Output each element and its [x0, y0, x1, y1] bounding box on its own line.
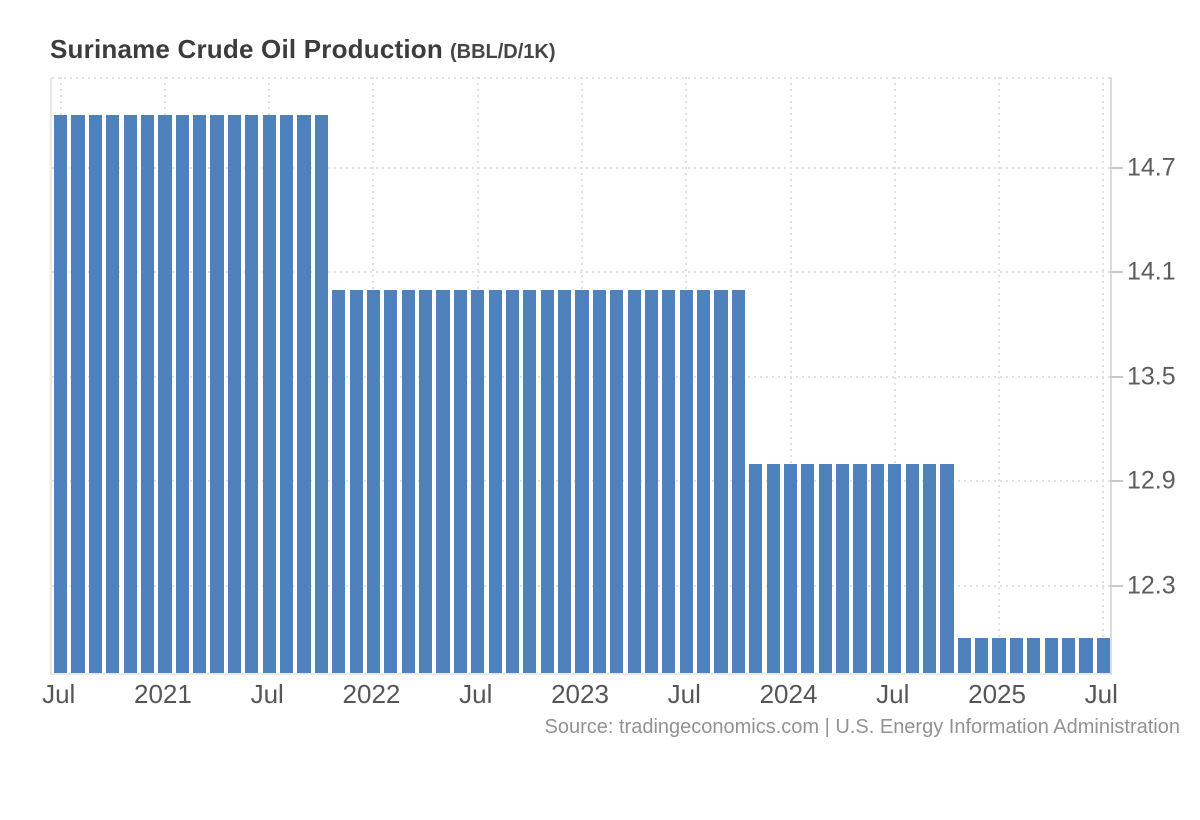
y-axis-label: 14.7	[1127, 153, 1176, 182]
bar[interactable]	[436, 289, 450, 673]
x-axis-label: 2024	[759, 679, 818, 709]
bar[interactable]	[280, 115, 294, 673]
gridline-vertical	[998, 77, 1001, 673]
bar[interactable]	[158, 115, 172, 673]
bar[interactable]	[870, 463, 884, 673]
bar[interactable]	[783, 463, 798, 673]
bar[interactable]	[558, 289, 572, 673]
bar[interactable]	[193, 115, 207, 673]
bar[interactable]	[697, 289, 711, 673]
bar[interactable]	[262, 115, 276, 673]
bar[interactable]	[1009, 638, 1023, 673]
bar[interactable]	[1061, 638, 1076, 673]
bar[interactable]	[349, 289, 363, 673]
bar[interactable]	[401, 289, 415, 673]
gridline-vertical	[789, 77, 792, 673]
y-axis-tick	[1110, 271, 1123, 274]
bar[interactable]	[1044, 638, 1058, 673]
bar[interactable]	[644, 289, 659, 673]
bar[interactable]	[366, 289, 381, 673]
bar[interactable]	[88, 115, 103, 673]
bar[interactable]	[592, 289, 606, 673]
bar[interactable]	[332, 289, 346, 673]
y-axis-tick	[1110, 375, 1123, 378]
gridline-vertical	[893, 77, 896, 673]
bar[interactable]	[714, 289, 728, 673]
bar[interactable]	[679, 289, 693, 673]
bar[interactable]	[818, 463, 832, 673]
bar[interactable]	[471, 289, 485, 673]
x-axis-label: 2022	[342, 679, 401, 709]
bar[interactable]	[1079, 638, 1093, 673]
x-axis-label: Jul	[667, 679, 701, 709]
bar[interactable]	[940, 463, 954, 673]
bar[interactable]	[106, 115, 120, 673]
gridline-vertical	[1102, 77, 1105, 673]
bar[interactable]	[1027, 638, 1041, 673]
bar[interactable]	[227, 115, 242, 673]
bar[interactable]	[627, 289, 641, 673]
chart-title: Suriname Crude Oil Production (BBL/D/1K)	[50, 34, 556, 65]
bar[interactable]	[888, 463, 902, 673]
bar[interactable]	[836, 463, 850, 673]
x-axis-label: 2025	[968, 679, 1026, 709]
x-axis-label: 2021	[134, 679, 192, 709]
bar[interactable]	[54, 115, 68, 673]
x-axis-label: Jul	[459, 679, 493, 709]
y-axis-label: 13.5	[1127, 362, 1176, 391]
source-attribution: Source: tradingeconomics.com | U.S. Ener…	[544, 716, 1180, 738]
bar[interactable]	[245, 115, 259, 673]
y-axis-tick	[1110, 584, 1123, 587]
bar[interactable]	[853, 463, 867, 673]
chart-title-unit: (BBL/D/1K)	[449, 41, 556, 63]
bar[interactable]	[140, 115, 155, 673]
y-axis-label: 12.3	[1127, 571, 1176, 600]
y-axis-label: 12.9	[1127, 466, 1176, 495]
bar[interactable]	[419, 289, 433, 673]
plot-area	[50, 77, 1112, 675]
bar[interactable]	[731, 289, 745, 673]
bar[interactable]	[992, 638, 1006, 673]
bar[interactable]	[922, 463, 937, 673]
y-axis-tick	[1110, 480, 1123, 483]
bar[interactable]	[175, 115, 189, 673]
bar[interactable]	[905, 463, 919, 673]
bar[interactable]	[488, 289, 502, 673]
bar[interactable]	[523, 289, 537, 673]
x-axis-label: Jul	[1084, 679, 1118, 709]
bar[interactable]	[801, 463, 815, 673]
bar[interactable]	[540, 289, 554, 673]
y-axis-tick	[1110, 166, 1123, 169]
bar[interactable]	[575, 289, 589, 673]
bar[interactable]	[453, 289, 467, 673]
bar[interactable]	[210, 115, 224, 673]
bar[interactable]	[1096, 638, 1110, 673]
bar[interactable]	[766, 463, 780, 673]
bar[interactable]	[384, 289, 398, 673]
y-axis-label: 14.1	[1127, 257, 1176, 286]
x-axis-label: Jul	[250, 679, 284, 709]
bar[interactable]	[123, 115, 137, 673]
y-axis: 14.7 14.1 13.5 12.9 12.3	[1110, 77, 1200, 673]
chart-title-text: Suriname Crude Oil Production	[50, 34, 443, 64]
bar[interactable]	[610, 289, 624, 673]
bar[interactable]	[662, 289, 676, 673]
x-axis-label: Jul	[42, 679, 76, 709]
bar[interactable]	[975, 638, 989, 673]
bar[interactable]	[957, 638, 971, 673]
bar[interactable]	[314, 115, 328, 673]
bar[interactable]	[505, 289, 520, 673]
bar[interactable]	[297, 115, 311, 673]
bar[interactable]	[71, 115, 85, 673]
bar[interactable]	[749, 463, 763, 673]
x-axis: Jul 2021 Jul 2022 Jul 2023 Jul 2024 Jul 2025 Jul	[42, 679, 1118, 709]
x-axis-label: Jul	[876, 679, 910, 709]
x-axis-label: 2023	[551, 679, 609, 709]
